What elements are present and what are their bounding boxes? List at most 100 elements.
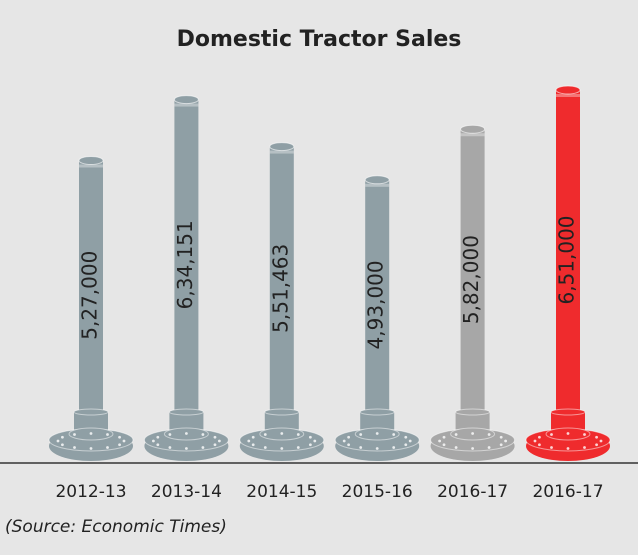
flange-hole: [443, 443, 446, 446]
flange-hole: [118, 443, 121, 446]
x-tick-label: 2014-15: [246, 482, 317, 502]
value-label: 5,27,000: [78, 251, 102, 340]
axle-cap-ring: [270, 151, 294, 154]
axle-cap: [365, 176, 389, 184]
flange-hole: [595, 436, 598, 439]
flange-hole: [218, 440, 221, 443]
flange-hole: [455, 446, 458, 449]
flange-hole: [455, 433, 458, 436]
flange-hole: [297, 446, 300, 449]
flange-hole: [583, 446, 586, 449]
x-tick-label: 2012-13: [55, 482, 126, 502]
flange-hole: [106, 446, 109, 449]
axle-cap-ring: [365, 184, 389, 187]
axle-collar-top: [74, 409, 108, 415]
flange-hole: [156, 443, 159, 446]
flange-hole: [264, 446, 267, 449]
flange-hole: [347, 443, 350, 446]
axle-cap: [556, 86, 580, 94]
flange-hole: [123, 440, 126, 443]
flange-hole: [185, 432, 188, 435]
flange-hole: [443, 436, 446, 439]
source-note: (Source: Economic Times): [5, 517, 227, 537]
flange-hole: [252, 436, 255, 439]
flange-hole: [247, 440, 250, 443]
flange-hole: [500, 443, 503, 446]
flange-hole: [392, 433, 395, 436]
axle-cap: [174, 96, 198, 104]
flange-hole: [488, 446, 491, 449]
value-label: 6,34,151: [173, 220, 197, 309]
flange-hole: [471, 432, 474, 435]
flange-hole: [343, 440, 346, 443]
axle-cap: [270, 143, 294, 151]
flange-hole: [376, 432, 379, 435]
axle-collar-top: [265, 409, 299, 415]
flange-hole: [409, 440, 412, 443]
flange-hole: [534, 440, 537, 443]
axle-collar-top: [360, 409, 394, 415]
axle-cap-ring: [174, 104, 198, 107]
value-label: 5,82,000: [459, 235, 483, 324]
flange-hole: [550, 446, 553, 449]
x-tick-label: 2016-17: [437, 482, 508, 502]
flange-hole: [600, 440, 603, 443]
flange-hole: [359, 433, 362, 436]
flange-hole: [106, 433, 109, 436]
flange-hole: [404, 443, 407, 446]
axle-cap: [461, 125, 485, 133]
chart-title: Domestic Tractor Sales: [177, 27, 462, 52]
x-tick-label: 2015-16: [342, 482, 413, 502]
flange-hole: [538, 436, 541, 439]
flange-hole: [61, 436, 64, 439]
flange-hole: [118, 436, 121, 439]
flange-hole: [214, 436, 217, 439]
flange-hole: [57, 440, 60, 443]
flange-hole: [504, 440, 507, 443]
axle-collar-top: [551, 409, 585, 415]
flange-hole: [280, 432, 283, 435]
flange-hole: [347, 436, 350, 439]
flange-hole: [595, 443, 598, 446]
x-tick-label: 2013-14: [151, 482, 222, 502]
flange-hole: [567, 432, 570, 435]
flange-hole: [73, 433, 76, 436]
flange-hole: [404, 436, 407, 439]
flange-hole: [202, 446, 205, 449]
flange-hole: [297, 433, 300, 436]
flange-hole: [152, 440, 155, 443]
flange-hole: [202, 433, 205, 436]
flange-hole: [500, 436, 503, 439]
flange-hole: [214, 443, 217, 446]
flange-hole: [252, 443, 255, 446]
flange-hole: [169, 446, 172, 449]
flange-hole: [550, 433, 553, 436]
flange-hole: [156, 436, 159, 439]
flange-hole: [90, 447, 93, 450]
flange-hole: [488, 433, 491, 436]
axle-cap: [79, 156, 103, 164]
axle-cap-ring: [79, 164, 103, 167]
value-label: 6,51,000: [555, 215, 579, 304]
flange-hole: [313, 440, 316, 443]
flange-hole: [359, 446, 362, 449]
flange-hole: [90, 432, 93, 435]
value-label: 4,93,000: [364, 260, 388, 349]
flange-hole: [169, 433, 172, 436]
flange-hole: [538, 443, 541, 446]
value-label: 5,51,463: [268, 244, 292, 333]
flange-hole: [309, 436, 312, 439]
flange-hole: [280, 447, 283, 450]
chart: Domestic Tractor Sales (Source: Economic…: [0, 0, 638, 555]
flange-hole: [583, 433, 586, 436]
flange-hole: [309, 443, 312, 446]
x-tick-label: 2016-17: [532, 482, 603, 502]
flange-hole: [471, 447, 474, 450]
flange-hole: [392, 446, 395, 449]
flange-hole: [73, 446, 76, 449]
flange-hole: [376, 447, 379, 450]
axle-collar-top: [169, 409, 203, 415]
flange-hole: [264, 433, 267, 436]
axle-cap-ring: [461, 133, 485, 136]
flange-hole: [61, 443, 64, 446]
